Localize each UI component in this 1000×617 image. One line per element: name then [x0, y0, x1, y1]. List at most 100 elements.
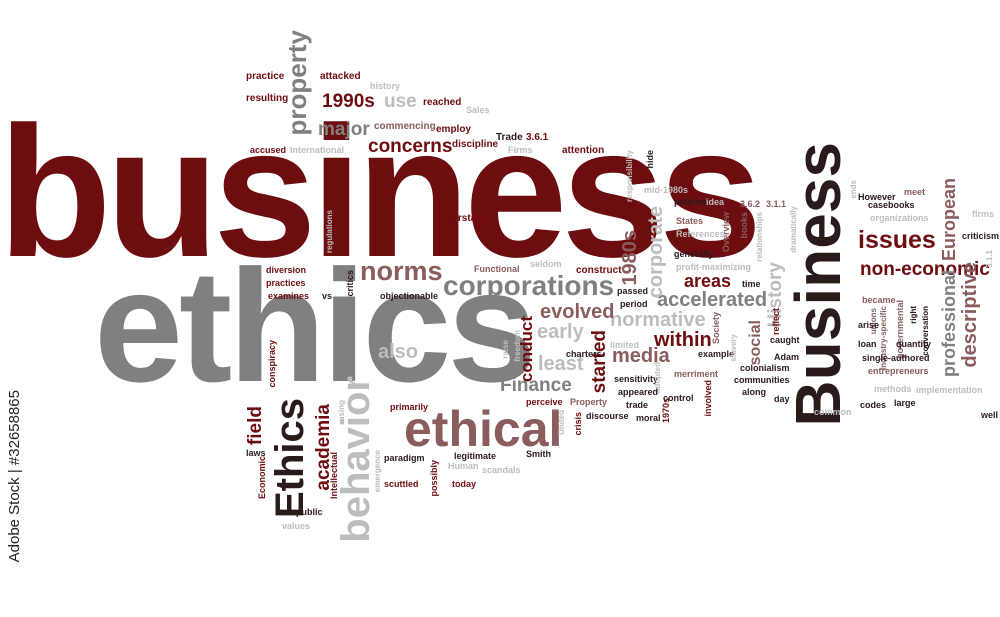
- word-involved: involved: [703, 380, 713, 417]
- word-property-cap: Property: [570, 397, 608, 407]
- word-paradigm: paradigm: [384, 453, 425, 463]
- word-started: started: [589, 330, 610, 394]
- word-time: time: [742, 279, 761, 289]
- word-governmental: governmental: [895, 300, 905, 360]
- word-policies: policies: [674, 197, 708, 207]
- word-arise: arise: [858, 320, 880, 330]
- word-objectionable: objectionable: [380, 291, 439, 301]
- word-professional: professional: [939, 270, 959, 378]
- word-raise: raise: [501, 340, 510, 359]
- word-field: field: [245, 406, 266, 446]
- word-non-economic: non-economic: [860, 259, 990, 280]
- word-understand: understand: [434, 213, 489, 224]
- word-least: least: [538, 353, 584, 375]
- word-issues: issues: [858, 226, 936, 254]
- word-day: day: [774, 394, 790, 404]
- word-attacked: attacked: [320, 71, 361, 82]
- word-smith: Smith: [526, 449, 552, 459]
- word-relationships: relationships: [755, 212, 764, 262]
- word-quantity: quantity: [896, 339, 931, 349]
- word-organizations: organizations: [870, 213, 929, 223]
- word-adam: Adam: [774, 352, 800, 362]
- word-charters: charters: [566, 349, 602, 359]
- word-laws: laws: [246, 448, 266, 458]
- word-concerns: concerns: [368, 136, 453, 157]
- word-society: Society: [711, 312, 721, 345]
- word-reflect: reflect: [771, 308, 781, 336]
- word-media: media: [612, 345, 670, 367]
- word-practice: practice: [246, 71, 285, 82]
- word-period: period: [620, 299, 648, 309]
- word-intellectual: Intellectual: [329, 452, 339, 500]
- word-economic: Economic: [257, 456, 267, 500]
- word-areas: areas: [684, 271, 732, 291]
- word-became: became: [862, 295, 896, 305]
- word-1990s: 1990s: [322, 91, 375, 112]
- word-casebooks: casebooks: [868, 200, 915, 210]
- word-perceive: perceive: [526, 397, 563, 407]
- word-codes: codes: [860, 400, 887, 410]
- word-example: example: [698, 349, 735, 359]
- word-human: Human: [448, 461, 479, 471]
- word-finance: Finance: [500, 375, 572, 396]
- word-control: control: [663, 393, 694, 403]
- word-regulations: regulations: [325, 210, 334, 254]
- word-hide: hide: [645, 150, 655, 169]
- word-implementation: implementation: [916, 385, 983, 395]
- word-descriptive: descriptive: [959, 262, 981, 368]
- word-early: early: [537, 321, 584, 343]
- word-mid-1980s: mid-1980s: [644, 185, 689, 195]
- word-conspiracy: conspiracy: [267, 340, 277, 388]
- word-communities: communities: [734, 375, 790, 385]
- word-entrepreneurs: entrepreneurs: [868, 366, 929, 376]
- word-limited: limited: [610, 340, 640, 350]
- word-large: large: [894, 398, 916, 408]
- word-overview: Overview: [721, 212, 731, 253]
- word-sales: Sales: [466, 105, 490, 115]
- word-commencing: commencing: [374, 121, 436, 132]
- word-business: business: [0, 89, 762, 296]
- word-use: use: [384, 91, 417, 112]
- word-ethics-vertical: Ethics: [268, 398, 312, 519]
- word-construct: construct: [576, 265, 622, 276]
- word-states: States: [676, 216, 704, 226]
- word-attention: attention: [562, 145, 605, 156]
- word-caught: caught: [770, 335, 800, 345]
- word-public: public: [296, 507, 323, 517]
- word-trade-cap: Trade: [496, 132, 523, 143]
- word-accelerated: accelerated: [657, 289, 768, 311]
- word-normative: normative: [610, 309, 706, 331]
- word-freedom: freedom: [513, 330, 522, 362]
- word-european: European: [939, 178, 959, 262]
- word-colonialism: colonialism: [740, 363, 790, 373]
- word-books: books: [739, 212, 749, 239]
- word-single-authored: single-authored: [862, 353, 930, 363]
- word-responsibility: responsibility: [625, 150, 634, 203]
- word-within: within: [654, 329, 712, 351]
- word-merriment: merriment: [674, 369, 719, 379]
- word-ethics: ethics: [94, 236, 536, 415]
- word-functional: Functional: [474, 264, 520, 274]
- word-resulting: resulting: [246, 93, 289, 104]
- word-ends: ends: [849, 180, 858, 199]
- word-sensitivity: sensitivity: [614, 374, 659, 384]
- word-meet: meet: [904, 187, 926, 197]
- word-3-1-1-b: 3.1.1: [985, 250, 994, 268]
- word-accused: accused: [250, 145, 287, 155]
- word-firms-cap: Firms: [508, 145, 533, 155]
- word-values: values: [282, 521, 311, 531]
- word-scuttled: scuttled: [384, 479, 419, 489]
- stock-credit: Adobe Stock | #32658865: [6, 390, 23, 563]
- word-legitimate: legitimate: [454, 451, 497, 461]
- word-vs: vs: [322, 291, 333, 301]
- word-property: property: [282, 30, 312, 136]
- word-today: today: [452, 479, 477, 489]
- word-however: However: [858, 192, 896, 202]
- word-norms: norms: [360, 256, 443, 286]
- word-discourse: discourse: [586, 411, 629, 421]
- word-along: along: [742, 387, 766, 397]
- word-emergence: emergence: [373, 450, 382, 493]
- word-generally: generally: [674, 249, 714, 259]
- word-seldom: seldom: [530, 259, 562, 269]
